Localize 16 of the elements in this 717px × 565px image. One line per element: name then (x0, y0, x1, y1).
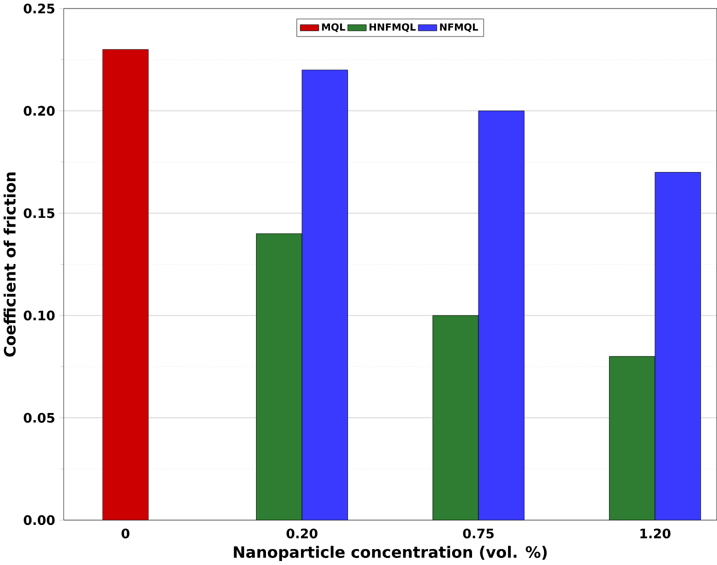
y-tick-label: 0.10 (24, 310, 55, 321)
x-tick-label: 0.75 (463, 528, 494, 539)
x-tick-label: 1.20 (640, 528, 670, 539)
legend-label: NFMQL (440, 24, 478, 32)
legend-label: MQL (322, 24, 346, 32)
bar (102, 49, 149, 520)
y-tick-label: 0.00 (24, 515, 55, 526)
y-tick-label: 0.15 (24, 208, 54, 218)
legend-label: HNFMQL (370, 24, 416, 32)
x-tick-label: 0.20 (286, 528, 318, 539)
y-tick-label: 0.05 (24, 413, 54, 423)
x-tick-label: 0 (122, 528, 130, 539)
y-axis-title: Coefficient of friction (4, 172, 16, 357)
x-axis-title: Nanoparticle concentration (vol. %) (234, 546, 547, 562)
y-tick-label: 0.20 (24, 106, 55, 116)
y-tick-label: 0.25 (24, 4, 54, 14)
